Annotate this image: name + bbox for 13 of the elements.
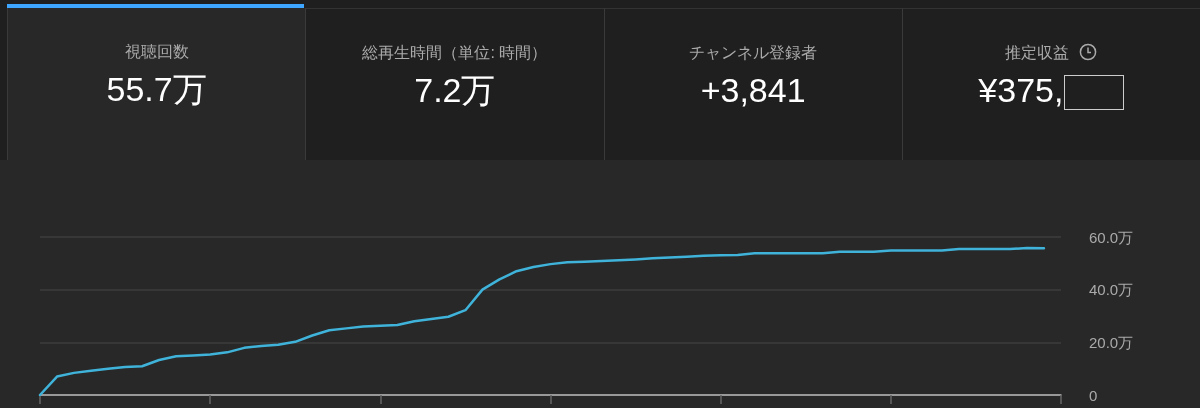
text: 7.2万 [414, 71, 496, 109]
text: チャンネル登録者 [689, 44, 818, 61]
text: +3,841 [700, 71, 806, 109]
text: 推定収益 [1005, 44, 1070, 61]
text: ¥375, [978, 71, 1064, 109]
y-tick-label: 20.0万 [1089, 333, 1134, 351]
line-series [38, 246, 1046, 397]
text: 55.7万 [106, 70, 207, 108]
y-tick-label: 60.0万 [1089, 228, 1134, 246]
y-tick-label: 0 [1089, 386, 1098, 404]
text: 総再生時間（単位: 時間） [362, 44, 548, 61]
text: 視聴回数 [124, 43, 189, 60]
y-tick-label: 40.0万 [1089, 281, 1134, 299]
